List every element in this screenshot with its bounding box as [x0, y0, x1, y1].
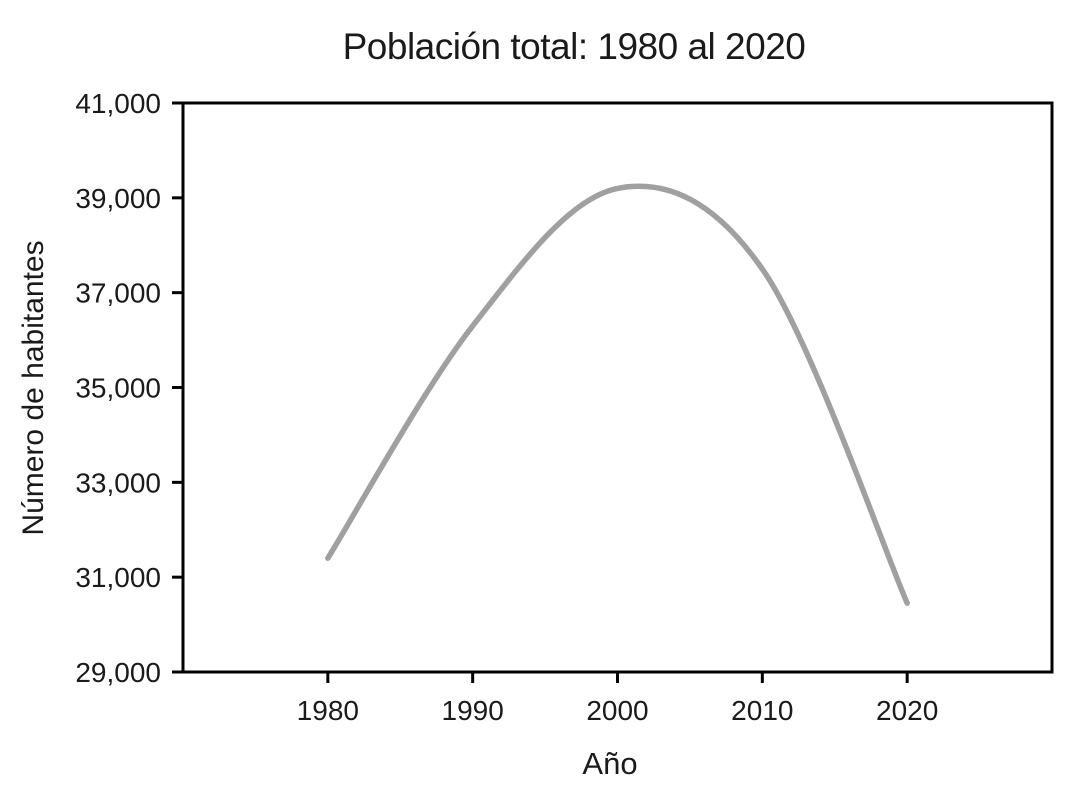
x-tick-label: 2020	[876, 695, 938, 726]
x-tick-label: 1990	[442, 695, 504, 726]
y-tick-label: 31,000	[75, 562, 161, 593]
y-tick-label: 41,000	[75, 88, 161, 119]
x-tick-label: 2010	[731, 695, 793, 726]
y-tick-label: 39,000	[75, 183, 161, 214]
x-tick-label: 1980	[297, 695, 359, 726]
y-tick-label: 33,000	[75, 467, 161, 498]
y-tick-label: 37,000	[75, 278, 161, 309]
y-tick-label: 29,000	[75, 657, 161, 688]
population-curve	[325, 183, 910, 606]
x-axis-label: Año	[582, 746, 638, 781]
x-tick-label: 2000	[586, 695, 648, 726]
chart-title: Población total: 1980 al 2020	[342, 26, 806, 67]
y-tick-label: 35,000	[75, 373, 161, 404]
